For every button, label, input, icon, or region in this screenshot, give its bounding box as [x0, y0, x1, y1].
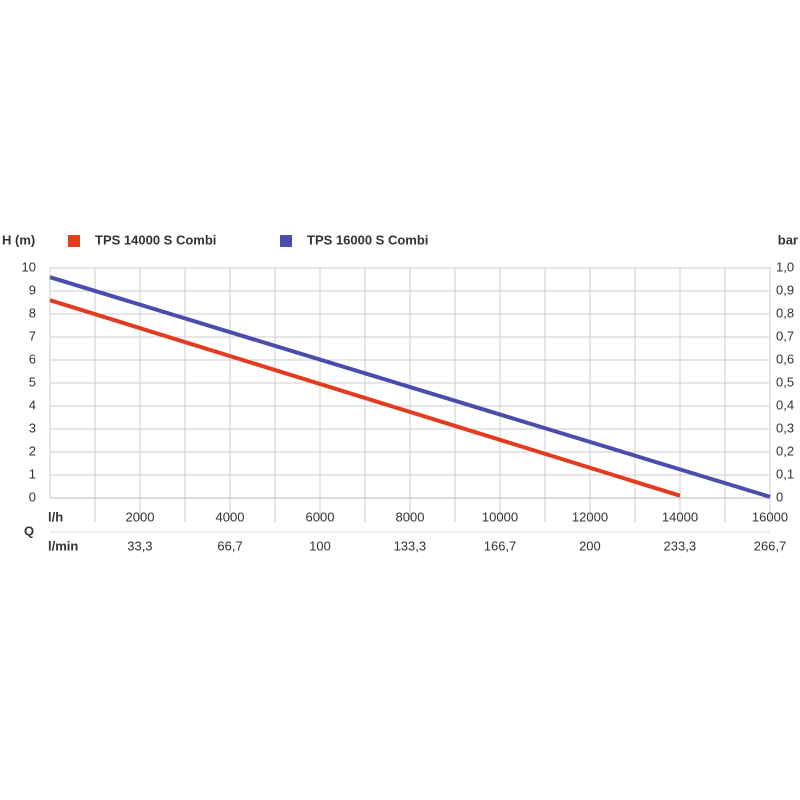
x-axis-title: Q: [24, 523, 34, 538]
x2-axis-label: l/min: [48, 538, 78, 553]
x2-tick-label: 133,3: [394, 538, 427, 553]
x-tick-label: 6000: [306, 509, 335, 524]
x2-tick-label: 100: [309, 538, 331, 553]
x-tick-label: 12000: [572, 509, 608, 524]
y2-tick-label: 0,1: [776, 466, 794, 481]
x-axis-label: l/h: [48, 509, 63, 524]
x-tick-label: 4000: [216, 509, 245, 524]
y-tick-label: 4: [29, 397, 36, 412]
x-tick-label: 8000: [396, 509, 425, 524]
x2-tick-label: 166,7: [484, 538, 517, 553]
y2-tick-label: 0,2: [776, 443, 794, 458]
y2-tick-label: 0,6: [776, 351, 794, 366]
y-tick-label: 0: [29, 489, 36, 504]
x-tick-label: 10000: [482, 509, 518, 524]
y-tick-label: 10: [22, 259, 36, 274]
x2-tick-label: 66,7: [217, 538, 242, 553]
y2-tick-label: 0,9: [776, 282, 794, 297]
y-tick-label: 9: [29, 282, 36, 297]
x2-tick-label: 233,3: [664, 538, 697, 553]
y2-tick-label: 0,4: [776, 397, 794, 412]
x-tick-label: 16000: [752, 509, 788, 524]
y-tick-label: 2: [29, 443, 36, 458]
y2-tick-label: 1,0: [776, 259, 794, 274]
y2-axis-label: bar: [778, 232, 798, 247]
y-axis-label: H (m): [2, 232, 35, 247]
series-line: [49, 298, 681, 498]
x-tick-label: 14000: [662, 509, 698, 524]
y2-tick-label: 0,5: [776, 374, 794, 389]
x2-tick-label: 33,3: [127, 538, 152, 553]
y-tick-label: 8: [29, 305, 36, 320]
x-tick-label: 2000: [126, 509, 155, 524]
y2-tick-label: 0,7: [776, 328, 794, 343]
y2-tick-label: 0,3: [776, 420, 794, 435]
y-tick-label: 1: [29, 466, 36, 481]
y2-tick-label: 0: [776, 489, 783, 504]
legend-swatch: [280, 235, 292, 247]
x2-tick-label: 200: [579, 538, 601, 553]
y-tick-label: 5: [29, 374, 36, 389]
y-tick-label: 7: [29, 328, 36, 343]
y2-tick-label: 0,8: [776, 305, 794, 320]
legend-swatch: [68, 235, 80, 247]
series-line: [49, 275, 771, 499]
legend-label: TPS 16000 S Combi: [307, 232, 428, 247]
y-tick-label: 6: [29, 351, 36, 366]
x2-tick-label: 266,7: [754, 538, 787, 553]
y-tick-label: 3: [29, 420, 36, 435]
legend-label: TPS 14000 S Combi: [95, 232, 216, 247]
